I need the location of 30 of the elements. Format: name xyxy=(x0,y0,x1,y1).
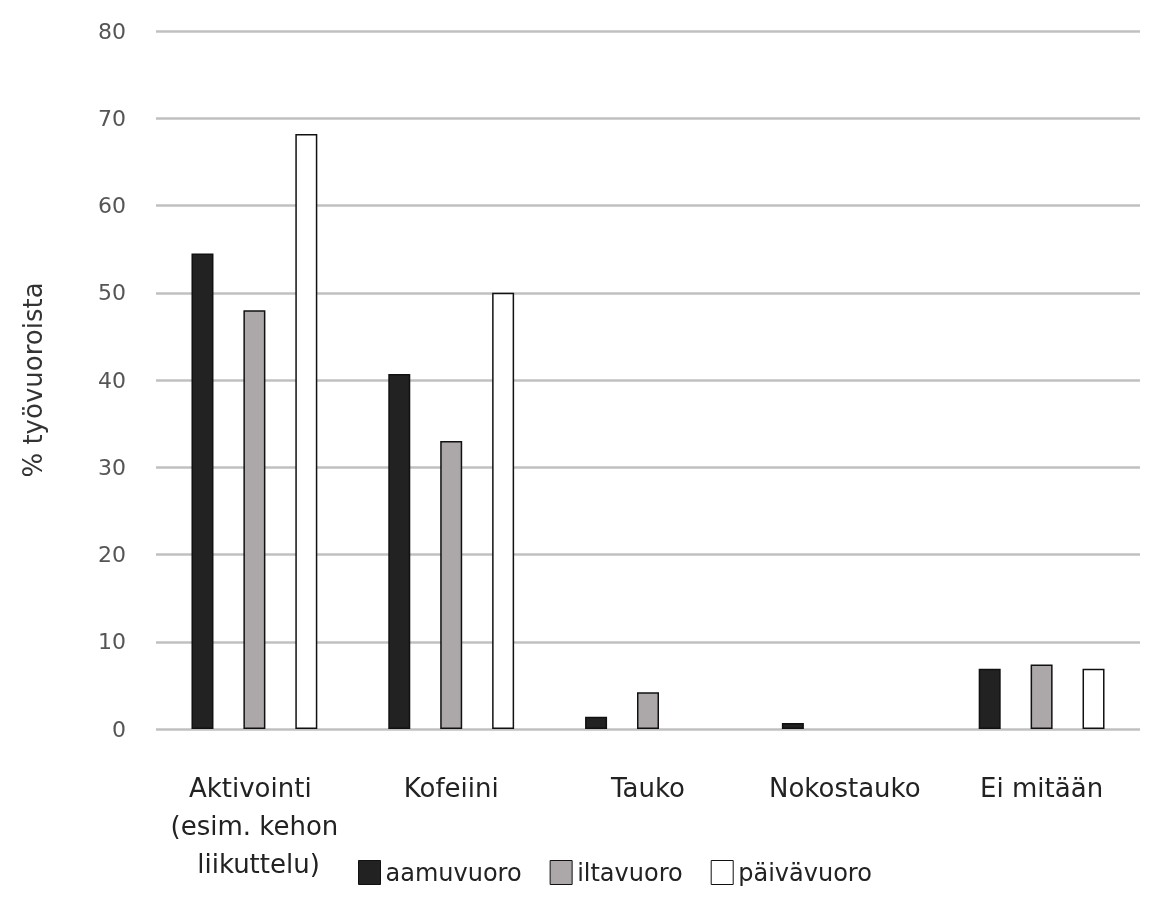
legend-label: iltavuoro xyxy=(577,858,683,887)
bar xyxy=(1030,664,1053,729)
y-tick-label: 30 xyxy=(98,454,126,480)
bar xyxy=(295,133,318,729)
y-tick-label: 70 xyxy=(98,105,126,131)
x-tick-label: Nokostauko xyxy=(769,773,921,803)
x-tick-label: Kofeiini xyxy=(403,773,499,803)
bar xyxy=(440,441,463,729)
bar xyxy=(388,373,411,729)
bar xyxy=(585,716,608,729)
y-tick-label: 60 xyxy=(98,193,126,218)
x-tick-label: Tauko xyxy=(609,773,686,803)
y-tick-label: 10 xyxy=(98,629,126,655)
bar xyxy=(243,310,266,729)
bar xyxy=(637,692,659,729)
bar xyxy=(781,722,804,729)
bar xyxy=(978,668,1001,729)
legend-label: aamuvuoro xyxy=(385,858,522,887)
bar xyxy=(1082,668,1105,729)
y-tick-label: 0 xyxy=(112,716,126,742)
bar xyxy=(492,292,515,729)
legend-label: päivävuoro xyxy=(738,858,872,887)
y-tick-label: 20 xyxy=(98,542,126,567)
y-axis-title: % työvuoroista xyxy=(18,282,48,478)
y-tick-label: 40 xyxy=(98,367,126,393)
y-tick-label: 80 xyxy=(98,18,126,44)
bar xyxy=(191,253,214,729)
x-tick-label: Aktivointi (esim. kehon liikuttelu) xyxy=(170,773,339,879)
y-tick-label: 50 xyxy=(98,280,126,306)
x-tick-label: Ei mitään xyxy=(980,773,1104,803)
